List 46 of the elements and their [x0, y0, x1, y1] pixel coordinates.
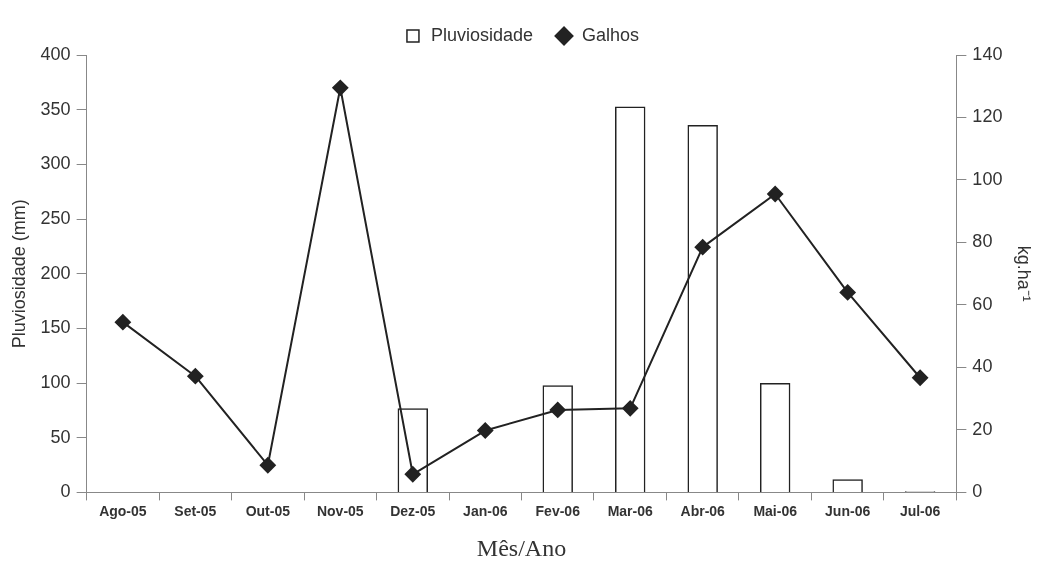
- y-tick-label: 200: [40, 262, 71, 283]
- x-tick-label: Ago-05: [99, 502, 147, 519]
- legend-label: Galhos: [582, 24, 640, 45]
- y-tick-label: 350: [40, 98, 71, 119]
- y2-axis-title: kg.ha⁻¹: [1014, 245, 1035, 302]
- y-tick-label: 150: [40, 317, 71, 338]
- y-tick-label: 300: [40, 153, 71, 174]
- point: [114, 314, 131, 331]
- point: [259, 457, 276, 474]
- y-tick-label: 100: [40, 372, 71, 393]
- x-tick-label: Abr-06: [680, 502, 726, 519]
- y2-tick-label: 40: [972, 356, 993, 377]
- x-tick-label: Mar-06: [607, 502, 653, 519]
- y-tick-label: 0: [60, 481, 71, 502]
- x-tick-label: Out-05: [245, 502, 291, 519]
- x-tick-label: Jan-06: [463, 502, 508, 519]
- x-tick-label: Mai-06: [753, 502, 798, 519]
- y2-tick-label: 80: [972, 231, 993, 252]
- y-tick-label: 400: [40, 43, 71, 64]
- point: [187, 368, 204, 385]
- y2-tick-label: 140: [972, 43, 1003, 64]
- x-tick-label: Set-05: [174, 502, 217, 519]
- y-axis-title: Pluviosidade (mm): [8, 199, 29, 349]
- x-tick-label: Fev-06: [535, 502, 581, 519]
- x-tick-label: Nov-05: [316, 502, 364, 519]
- point: [767, 186, 784, 203]
- point: [477, 422, 494, 439]
- point: [622, 400, 639, 417]
- point: [404, 466, 421, 483]
- y2-tick-label: 20: [972, 418, 993, 439]
- y2-tick-label: 0: [972, 481, 983, 502]
- x-tick-label: Jun-06: [825, 502, 871, 519]
- point: [694, 239, 711, 256]
- x-tick-label: Jul-06: [899, 502, 941, 519]
- point: [912, 369, 929, 386]
- point: [549, 401, 566, 418]
- y2-tick-label: 60: [972, 293, 993, 314]
- legend-label: Pluviosidade: [430, 24, 534, 45]
- point: [839, 284, 856, 301]
- y-tick-label: 250: [40, 207, 71, 228]
- y2-tick-label: 120: [972, 106, 1003, 127]
- y2-tick-label: 100: [972, 168, 1003, 189]
- point: [332, 79, 349, 96]
- x-axis-title: Mês/Ano: [476, 534, 567, 561]
- x-tick-label: Dez-05: [390, 502, 436, 519]
- y-tick-label: 50: [50, 426, 71, 447]
